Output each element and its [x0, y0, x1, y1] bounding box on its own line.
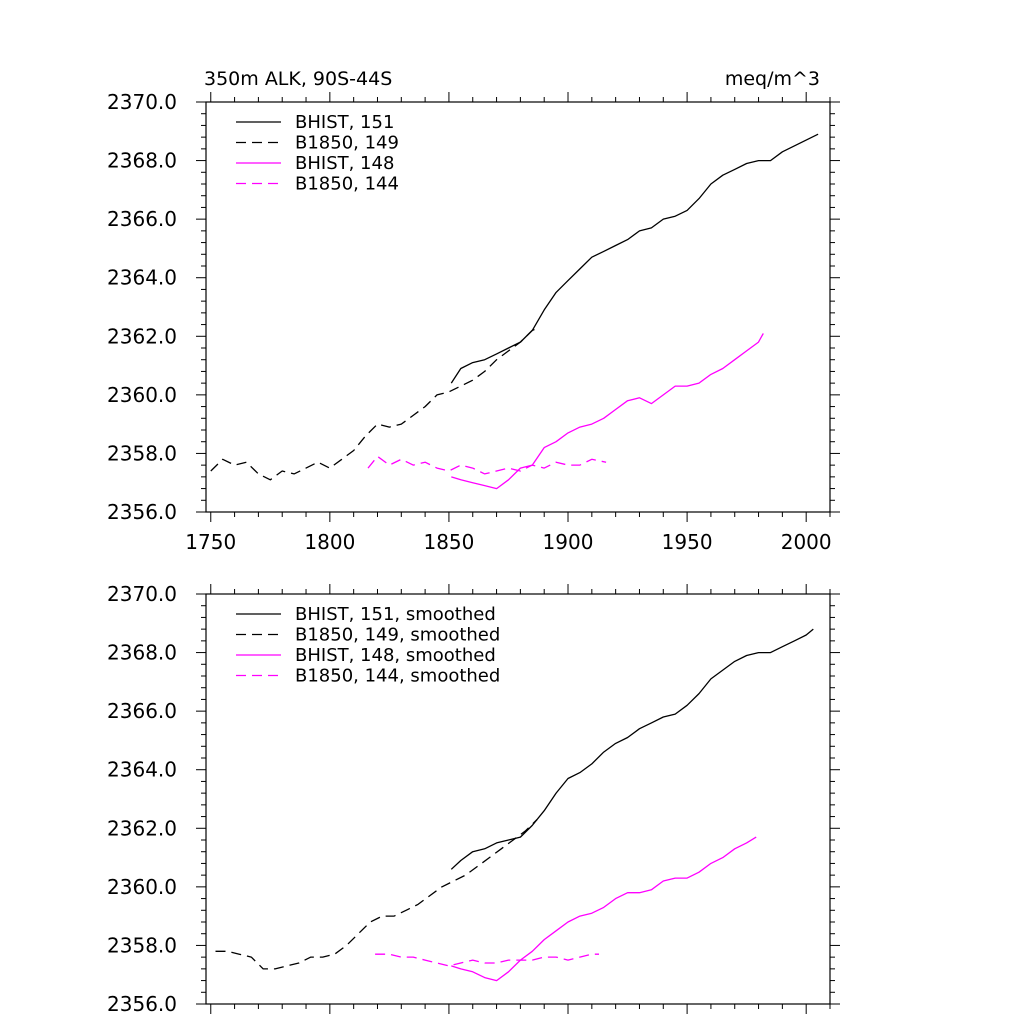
- x-tick-label: 1750: [185, 530, 236, 554]
- units-label: meq/m^3: [725, 68, 820, 90]
- y-tick-label: 2366.0: [107, 699, 177, 723]
- x-tick-label: 1900: [543, 530, 594, 554]
- series-group: [215, 628, 814, 982]
- legend-label-4: B1850, 144: [295, 174, 399, 195]
- x-tick-label: 1850: [423, 530, 474, 554]
- plot-frame: [205, 593, 831, 1005]
- y-tick-label: 2358.0: [107, 933, 177, 957]
- legend-label-2: B1850, 149: [295, 133, 399, 154]
- y-tick-label: 2368.0: [107, 149, 177, 173]
- legend-label-1: BHIST, 151, smoothed: [295, 604, 496, 625]
- y-tick-label: 2360.0: [107, 875, 177, 899]
- y-tick-label: 2362.0: [107, 816, 177, 840]
- legend-label-3: BHIST, 148: [295, 153, 394, 174]
- series-line-1: [450, 628, 814, 870]
- series-line-4: [375, 953, 599, 967]
- y-tick-label: 2358.0: [107, 441, 177, 465]
- series-line-2: [210, 326, 540, 481]
- y-tick-label: 2362.0: [107, 324, 177, 348]
- chart-panel-1: 1750 1800 1850 1900 1950 2000 2356.0 2358.0 2360…: [107, 68, 840, 554]
- series-line-3: [451, 333, 764, 490]
- y-tick-label: 2370.0: [107, 582, 177, 606]
- legend-label-4: B1850, 144, smoothed: [295, 666, 500, 687]
- panel-title: 350m ALK, 90S-44S: [204, 68, 392, 90]
- series-group: [210, 133, 819, 490]
- series-line-1: [450, 133, 819, 384]
- x-tick-label: 1800: [304, 530, 355, 554]
- y-tick-label: 2364.0: [107, 758, 177, 782]
- y-tick-label: 2368.0: [107, 641, 177, 665]
- legend-label-1: BHIST, 151: [295, 112, 394, 133]
- y-tick-label: 2364.0: [107, 266, 177, 290]
- plot-frame: [205, 101, 831, 513]
- series-line-4: [367, 455, 607, 475]
- chart-panel-2: 2356.0 2358.0 2360.0 2362.0 2364.0 2366.0 2368…: [107, 582, 840, 1016]
- x-tick-label: 2000: [781, 530, 832, 554]
- y-tick-label: 2356.0: [107, 992, 177, 1016]
- series-line-2: [215, 819, 538, 970]
- y-tick-label: 2360.0: [107, 383, 177, 407]
- y-tick-label: 2370.0: [107, 90, 177, 114]
- legend-label-2: B1850, 149, smoothed: [295, 625, 500, 646]
- x-tick-label: 1950: [662, 530, 713, 554]
- legend-label-3: BHIST, 148, smoothed: [295, 645, 496, 666]
- series-line-3: [451, 836, 757, 982]
- y-tick-label: 2356.0: [107, 500, 177, 524]
- y-tick-label: 2366.0: [107, 207, 177, 231]
